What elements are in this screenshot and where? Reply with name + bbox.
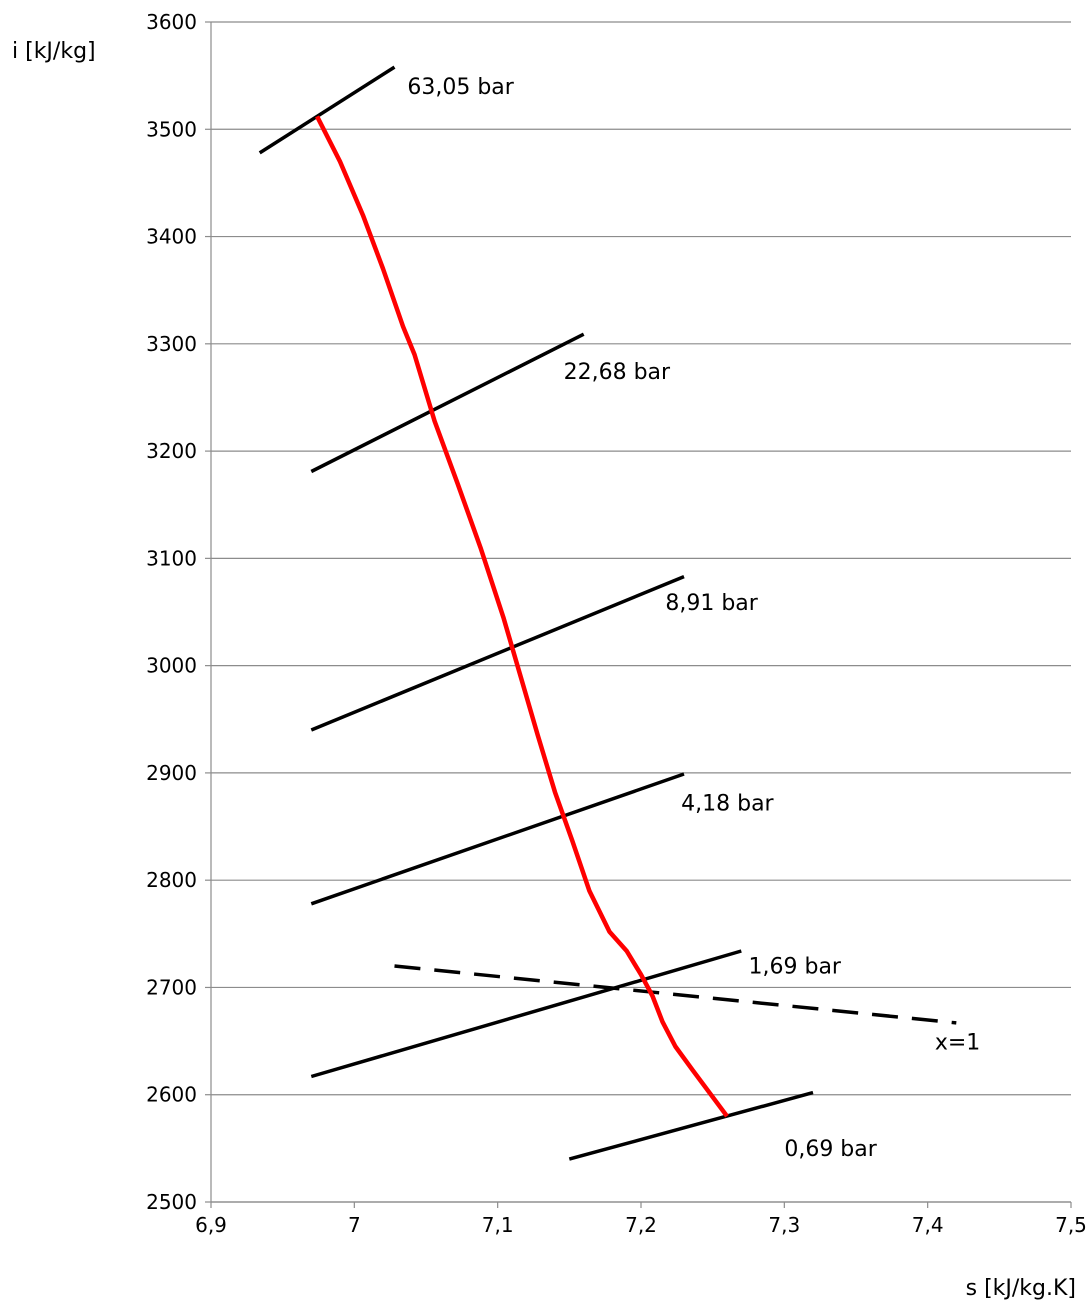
y-tick-label: 3500 [146, 117, 197, 141]
x-tick-label: 7,5 [1055, 1213, 1087, 1237]
x-tick-label: 7,2 [625, 1213, 657, 1237]
x-axis-title: s [kJ/kg.K] [966, 1276, 1076, 1301]
isobar-line [258, 65, 396, 155]
isobar-label: 1,69 bar [749, 955, 842, 980]
y-axis-title: i [kJ/kg] [12, 39, 96, 64]
expansion-line [315, 115, 729, 1118]
y-tick-label: 3300 [146, 332, 197, 356]
y-tick-label: 2700 [146, 975, 197, 999]
isobar-label: 8,91 bar [665, 591, 758, 616]
y-tick-label: 2900 [146, 761, 197, 785]
x-tick-label: 7,4 [912, 1213, 944, 1237]
y-tick-label: 2500 [146, 1190, 197, 1214]
y-tick-label: 3600 [146, 10, 197, 34]
saturation-line-x1 [394, 964, 957, 1025]
y-tick-label: 2800 [146, 868, 197, 892]
isobar-line [310, 332, 585, 474]
isobar-labels: 63,05 bar 22,68 bar 8,91 bar 4,18 bar 1,69 b… [407, 75, 980, 1162]
y-axis-ticks: 2500 2600 2700 2800 2900 3000 3100 3200 3300 3400… [146, 10, 211, 1214]
gridlines [211, 21, 1071, 1203]
y-tick-label: 3000 [146, 654, 197, 678]
y-tick-label: 3100 [146, 546, 197, 570]
isobar-label: 4,18 bar [681, 791, 774, 816]
series-lines [258, 65, 957, 1161]
x-tick-label: 6,9 [195, 1213, 227, 1237]
isobar-line [310, 772, 685, 906]
isobar-label: 63,05 bar [407, 75, 514, 100]
isobar-line [310, 949, 742, 1079]
y-tick-label: 3400 [146, 225, 197, 249]
isobar-line [310, 574, 685, 732]
isobar-line [568, 1090, 814, 1161]
x-axis-ticks: 6,9 7 7,1 7,2 7,3 7,4 7,5 [195, 1202, 1087, 1237]
x-tick-label: 7,1 [482, 1213, 514, 1237]
isobar-label: 0,69 bar [784, 1137, 877, 1162]
y-tick-label: 3200 [146, 439, 197, 463]
x-tick-label: 7 [348, 1213, 361, 1237]
y-tick-label: 2600 [146, 1083, 197, 1107]
isobar-label: 22,68 bar [564, 360, 671, 385]
x-tick-label: 7,3 [768, 1213, 800, 1237]
isobar-label: x=1 [935, 1031, 980, 1056]
